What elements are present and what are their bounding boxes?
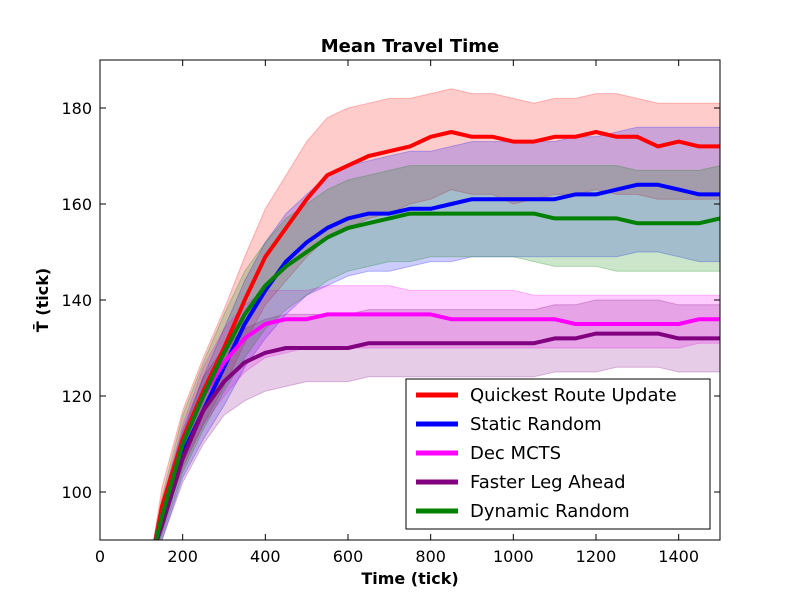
legend-label: Faster Leg Ahead [470,472,626,493]
y-axis-ticks: 100 120 140 160 180 [61,99,720,502]
series-lines [153,130,720,540]
legend-label: Dynamic Random [470,501,630,522]
dec-mcts-line [154,312,720,540]
y-tick-label: 100 [61,483,92,502]
faster-leg-ahead-line [154,331,720,540]
x-tick-label: 600 [333,547,364,566]
y-tick-label: 160 [61,195,92,214]
legend: Quickest Route Update Static Random Dec MC… [405,378,711,530]
legend-label: Static Random [470,414,602,435]
x-axis-ticks: 0 200 400 600 800 1000 1200 1400 [95,60,699,566]
x-tick-label: 1200 [576,547,617,566]
dynamic-random-line [154,211,720,540]
y-tick-label: 140 [61,291,92,310]
x-tick-label: 200 [167,547,198,566]
x-tick-label: 400 [250,547,281,566]
x-tick-label: 1000 [493,547,534,566]
y-tick-label: 120 [61,387,92,406]
static-random-line [154,182,720,540]
legend-label: Quickest Route Update [470,385,677,406]
quickest-route-update-line [153,130,720,540]
x-tick-label: 800 [415,547,446,566]
x-tick-label: 0 [95,547,105,566]
y-tick-label: 180 [61,99,92,118]
x-tick-label: 1400 [658,547,699,566]
legend-label: Dec MCTS [470,443,561,464]
chart-title: Mean Travel Time [321,36,499,57]
x-axis-title: Time (tick) [361,569,458,588]
y-axis-title: T̄ (tick) [32,268,52,332]
